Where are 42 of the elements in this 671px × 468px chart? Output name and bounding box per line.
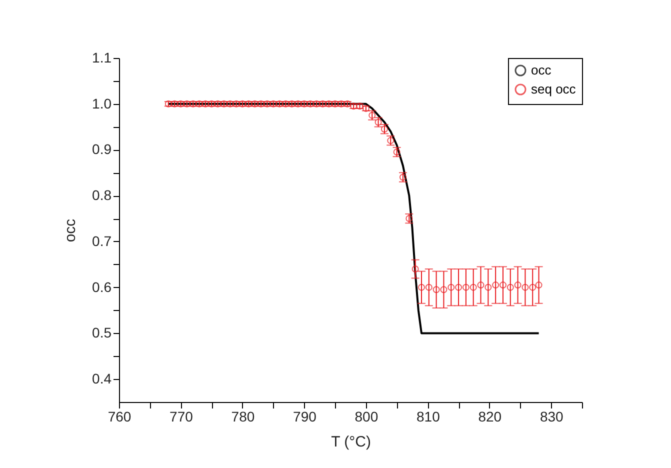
point: [455, 284, 462, 291]
y-tick-label: 1.0: [92, 95, 112, 112]
point: [393, 148, 400, 156]
point: [499, 282, 506, 289]
point: [470, 284, 477, 291]
point: [514, 282, 522, 289]
x-tick-label: 830: [540, 408, 564, 424]
y-tick-label: 1.1: [92, 50, 112, 66]
x-tick-label: 780: [231, 408, 255, 424]
point: [440, 286, 448, 294]
y-tick-label: 0.8: [92, 187, 112, 204]
x-tick-label: 770: [170, 408, 194, 424]
y-tick-label: 0.6: [92, 278, 112, 295]
point: [462, 284, 470, 291]
point: [477, 282, 484, 289]
legend-label: seq occ: [531, 82, 576, 96]
point: [492, 282, 500, 289]
point: [387, 137, 394, 144]
y-tick-label: 0.4: [92, 370, 112, 387]
y-tick-label: 0.9: [92, 141, 112, 158]
point: [418, 284, 425, 291]
point: [535, 282, 542, 289]
point: [432, 286, 440, 294]
y-axis-title: occ: [62, 218, 80, 242]
point: [406, 215, 413, 222]
x-tick-label: 760: [108, 408, 132, 424]
point: [522, 284, 529, 291]
point: [484, 284, 492, 291]
point: [412, 265, 419, 272]
x-tick-label: 800: [354, 408, 378, 424]
y-tick-label: 0.7: [92, 232, 112, 249]
point: [425, 284, 432, 291]
line-series: [167, 102, 540, 334]
y-tick-label: 0.5: [92, 324, 112, 341]
legend-label: occ: [531, 62, 552, 78]
x-tick-label: 810: [416, 408, 440, 424]
point: [529, 284, 536, 291]
point: [506, 284, 514, 291]
x-tick-label: 790: [293, 408, 317, 424]
point: [448, 284, 455, 291]
x-tick-label: 820: [478, 408, 502, 424]
x-axis-title: T (°C): [331, 434, 371, 450]
